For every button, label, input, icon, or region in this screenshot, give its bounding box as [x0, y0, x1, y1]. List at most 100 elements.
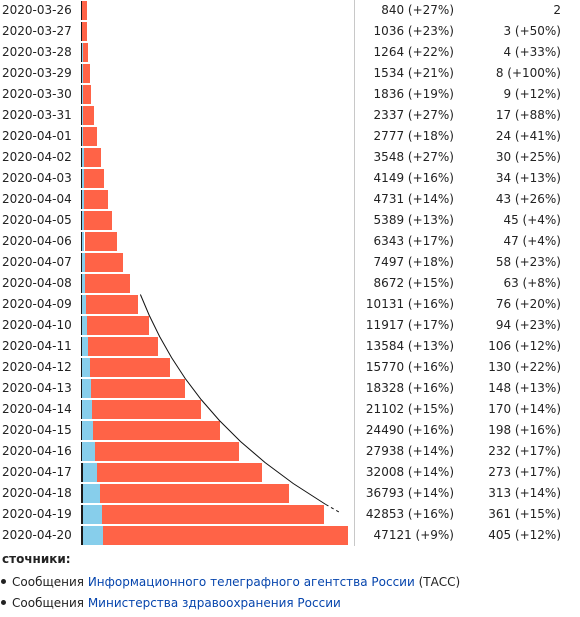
recovered-bar-segment [82, 232, 85, 251]
cases-value: 1264 (+22%) [373, 45, 454, 59]
bar-stack [81, 442, 353, 461]
source-item-minzdrav: Сообщения Министерства здравоохранения Р… [0, 596, 341, 610]
active-bar-segment [88, 337, 158, 356]
deaths-bar-segment [81, 379, 83, 398]
recovered-bar-segment [82, 295, 87, 314]
bar-stack [81, 316, 353, 335]
date-label: 2020-04-20 [2, 528, 72, 542]
bar-stack [81, 505, 353, 524]
cases-value: 36793 (+14%) [365, 486, 454, 500]
deaths-bar-segment [81, 505, 84, 524]
bar-stack [81, 211, 353, 230]
recovered-bar-segment [82, 169, 84, 188]
active-bar-segment [82, 64, 90, 83]
deaths-bar-segment [81, 400, 83, 419]
recovered-bar-segment [82, 127, 84, 146]
recovered-bar-segment [82, 85, 83, 104]
bar-stack [81, 526, 353, 545]
bar-stack [81, 190, 353, 209]
recovered-bar-segment [82, 463, 98, 482]
deaths-value: 2 [553, 3, 561, 17]
date-label: 2020-04-15 [2, 423, 72, 437]
active-bar-segment [100, 484, 290, 503]
bar-stack [81, 64, 353, 83]
trend-curve-line [139, 294, 327, 505]
cases-value: 10131 (+16%) [365, 297, 454, 311]
bar-stack [81, 274, 353, 293]
active-bar-segment [89, 358, 171, 377]
date-label: 2020-03-26 [2, 3, 72, 17]
table-row: 2020-04-03 4149 (+16%) 34 (+13%) [0, 168, 580, 189]
deaths-value: 94 (+23%) [495, 318, 561, 332]
date-label: 2020-04-19 [2, 507, 72, 521]
table-row: 2020-03-30 1836 (+19%) 9 (+12%) [0, 84, 580, 105]
deaths-bar-segment [81, 1, 83, 20]
active-bar-segment [101, 505, 324, 524]
date-label: 2020-04-13 [2, 381, 72, 395]
date-label: 2020-04-17 [2, 465, 72, 479]
recovered-bar-segment [83, 505, 102, 524]
deaths-bar-segment [81, 421, 83, 440]
deaths-bar-segment [81, 148, 83, 167]
cases-value: 4731 (+14%) [373, 192, 454, 206]
cases-value: 47121 (+9%) [373, 528, 454, 542]
bar-stack [81, 463, 353, 482]
deaths-bar-segment [81, 169, 83, 188]
cases-value: 11917 (+17%) [365, 318, 454, 332]
active-bar-segment [91, 400, 201, 419]
active-bar-segment [84, 253, 124, 272]
date-label: 2020-03-28 [2, 45, 72, 59]
bar-stack [81, 337, 353, 356]
bar-stack [81, 421, 353, 440]
deaths-bar-segment [81, 358, 83, 377]
bar-stack [81, 148, 353, 167]
deaths-value: 4 (+33%) [503, 45, 561, 59]
cases-value: 24490 (+16%) [365, 423, 454, 437]
source-item-tass: Сообщения Информационного телеграфного а… [0, 575, 460, 589]
active-bar-segment [82, 106, 95, 125]
date-label: 2020-04-18 [2, 486, 72, 500]
deaths-value: 34 (+13%) [495, 171, 561, 185]
deaths-bar-segment [81, 316, 83, 335]
source-prefix: Сообщения [12, 596, 88, 610]
cases-value: 1036 (+23%) [373, 24, 454, 38]
recovered-bar-segment [82, 253, 85, 272]
cases-value: 21102 (+15%) [365, 402, 454, 416]
recovered-bar-segment [82, 358, 90, 377]
deaths-value: 313 (+14%) [488, 486, 561, 500]
date-label: 2020-04-02 [2, 150, 72, 164]
table-row: 2020-04-18 36793 (+14%) 313 (+14%) [0, 483, 580, 504]
date-label: 2020-03-27 [2, 24, 72, 38]
active-bar-segment [82, 43, 89, 62]
active-bar-segment [90, 379, 185, 398]
deaths-value: 361 (+15%) [488, 507, 561, 521]
active-bar-segment [82, 22, 87, 41]
deaths-bar-segment [81, 22, 83, 41]
deaths-value: 30 (+25%) [495, 150, 561, 164]
cases-value: 18328 (+16%) [365, 381, 454, 395]
table-row: 2020-04-19 42853 (+16%) 361 (+15%) [0, 504, 580, 525]
cases-value: 4149 (+16%) [373, 171, 454, 185]
date-label: 2020-04-12 [2, 360, 72, 374]
bar-stack [81, 400, 353, 419]
bar-stack [81, 127, 353, 146]
table-row: 2020-04-14 21102 (+15%) 170 (+14%) [0, 399, 580, 420]
deaths-value: 76 (+20%) [495, 297, 561, 311]
recovered-bar-segment [82, 400, 92, 419]
deaths-value: 24 (+41%) [495, 129, 561, 143]
recovered-bar-segment [82, 442, 96, 461]
deaths-bar-segment [81, 64, 83, 83]
deaths-value: 17 (+88%) [495, 108, 561, 122]
deaths-value: 3 (+50%) [503, 24, 561, 38]
source-link-tass[interactable]: Информационного телеграфного агентства Р… [87, 575, 415, 589]
bar-stack [81, 106, 353, 125]
cases-value: 27938 (+14%) [365, 444, 454, 458]
cases-value: 1534 (+21%) [373, 66, 454, 80]
bar-stack [81, 1, 353, 20]
cases-value: 5389 (+13%) [373, 213, 454, 227]
cases-value: 1836 (+19%) [373, 87, 454, 101]
bar-stack [81, 169, 353, 188]
source-link-minzdrav[interactable]: Министерства здравоохранения России [87, 596, 341, 610]
recovered-bar-segment [82, 106, 83, 125]
